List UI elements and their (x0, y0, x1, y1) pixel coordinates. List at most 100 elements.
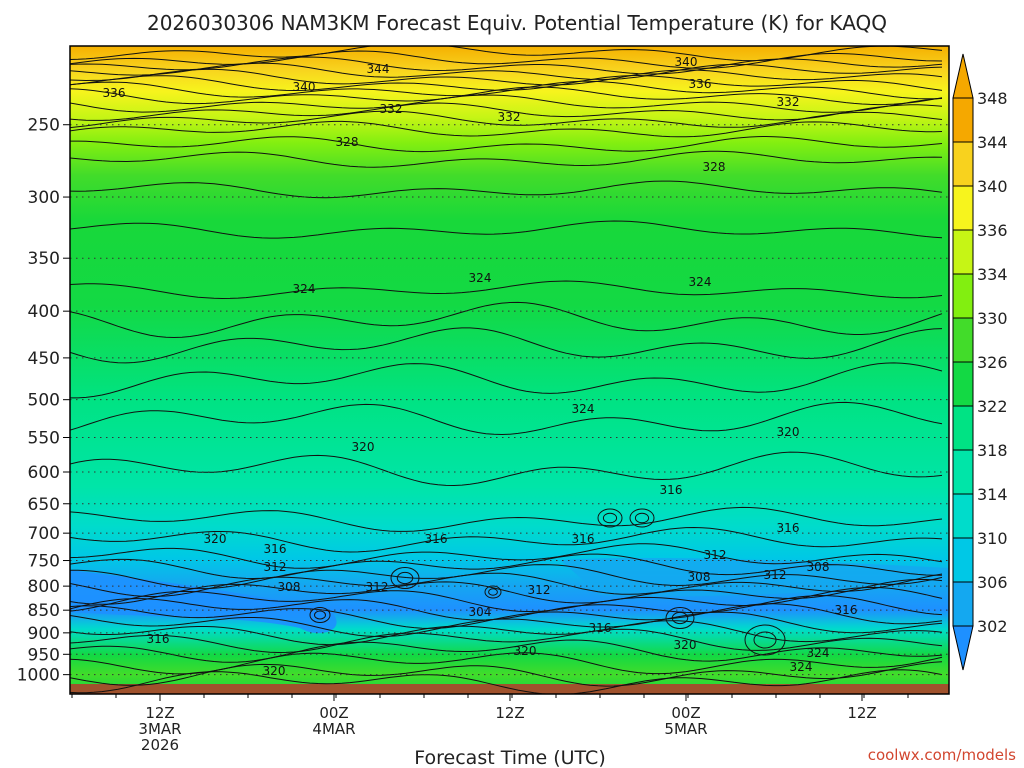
credit-text: coolwx.com/models (868, 746, 1016, 764)
contour-label: 320 (674, 638, 697, 652)
chart-title: 2026030306 NAM3KM Forecast Equiv. Potent… (147, 11, 887, 35)
contour-label: 308 (807, 560, 830, 574)
contour-cell (753, 631, 777, 649)
contour-line (70, 639, 943, 663)
contour-cell (484, 585, 502, 599)
contour-cell (665, 607, 695, 629)
contour-label: 316 (264, 542, 287, 556)
contour-line (70, 74, 943, 92)
contour-line (70, 150, 943, 168)
colorbar-label: 310 (977, 529, 1008, 548)
colorbar-band (953, 186, 973, 230)
colorbar-band (953, 494, 973, 538)
colorbar: 302 306 310 314 318 322 326 330 334 336 340 344 348 (952, 53, 1008, 671)
y-tick-label: 300 (28, 188, 60, 208)
contour-line (70, 301, 943, 339)
y-tick-label: 600 (28, 463, 60, 483)
colorbar-band (953, 142, 973, 186)
colorbar-label: 322 (977, 397, 1008, 416)
contour-line (70, 669, 943, 694)
colorbar-band (953, 406, 973, 450)
contour-label: 332 (498, 110, 521, 124)
contour-cell (744, 624, 786, 656)
y-tick-label: 900 (28, 624, 60, 644)
colorbar-label: 340 (977, 177, 1008, 196)
colorbar-band (953, 362, 973, 406)
colorbar-label: 314 (977, 485, 1008, 504)
y-tick-label: 550 (28, 428, 60, 448)
colorbar-label: 318 (977, 441, 1008, 460)
contour-label: 316 (835, 603, 858, 617)
contour-line (70, 564, 943, 590)
colorbar-band (953, 318, 973, 362)
contour-line (70, 68, 943, 86)
contour-label: 332 (380, 102, 403, 116)
contour-line (70, 543, 943, 569)
contour-line (70, 220, 943, 239)
contour-line (70, 506, 943, 532)
y-tick-label: 750 (28, 552, 60, 572)
x-tick-label: 5MAR (664, 720, 707, 738)
contour-cell (488, 588, 498, 596)
y-tick-label: 700 (28, 524, 60, 544)
colorbar-label: 326 (977, 353, 1008, 372)
x-tick-label: 3MAR (138, 720, 181, 738)
contour-line (70, 80, 943, 100)
contour-label: 324 (293, 282, 316, 296)
x-tick-label: 12Z (847, 704, 876, 722)
low-theta-e-region (560, 557, 949, 597)
contour-line (70, 620, 943, 646)
x-tick-label: 00Z (671, 704, 700, 722)
y-tick-label: 850 (28, 601, 60, 621)
contour-line (70, 661, 943, 687)
contour-line (70, 180, 943, 199)
x-axis-label: Forecast Time (UTC) (414, 747, 605, 768)
colorbar-bottom-arrow (952, 625, 974, 671)
contour-cell (314, 610, 326, 620)
y-axis: 250 300 350 400 450 500 550 600 650 700 750 800 850 9… (17, 116, 70, 686)
colorbar-band (953, 582, 973, 626)
contour-label: 320 (514, 644, 537, 658)
contour-line (70, 102, 943, 121)
contour-label: 324 (469, 271, 492, 285)
contour-label: 320 (352, 440, 375, 454)
contour-label: 344 (367, 62, 390, 76)
colorbar-label: 348 (977, 89, 1008, 108)
contour-line (70, 62, 943, 80)
contour-line (70, 401, 943, 436)
contour-line (70, 120, 943, 138)
contour-label: 312 (528, 583, 551, 597)
contour-cell (396, 571, 414, 585)
contour-cell (597, 508, 623, 528)
contour-line (70, 594, 943, 621)
contour-label: 316 (147, 632, 170, 646)
contour-label: 324 (572, 402, 595, 416)
colorbar-band (953, 450, 973, 494)
ground-strip (70, 684, 949, 694)
contour-cell (602, 512, 618, 524)
contour-label: 332 (777, 95, 800, 109)
contour-label: 320 (263, 664, 286, 678)
x-tick-label: 4MAR (312, 720, 355, 738)
x-tick-label: 12Z (145, 704, 174, 722)
colorbar-label: 334 (977, 265, 1008, 284)
contour-cell (671, 611, 689, 625)
contour-cell (390, 567, 420, 589)
colorbar-band (953, 98, 973, 142)
contour-line (70, 611, 943, 638)
y-tick-label: 650 (28, 495, 60, 515)
contour-label: 316 (425, 532, 448, 546)
y-tick-label: 250 (28, 116, 60, 136)
colorbar-top-arrow (952, 53, 974, 99)
colorbar-label: 302 (977, 617, 1008, 636)
y-tick-label: 400 (28, 302, 60, 322)
contour-label: 336 (103, 86, 126, 100)
y-tick-label: 1000 (17, 666, 60, 686)
contour-line (70, 628, 943, 654)
contour-label: 324 (689, 275, 712, 289)
contour-line (70, 86, 943, 106)
